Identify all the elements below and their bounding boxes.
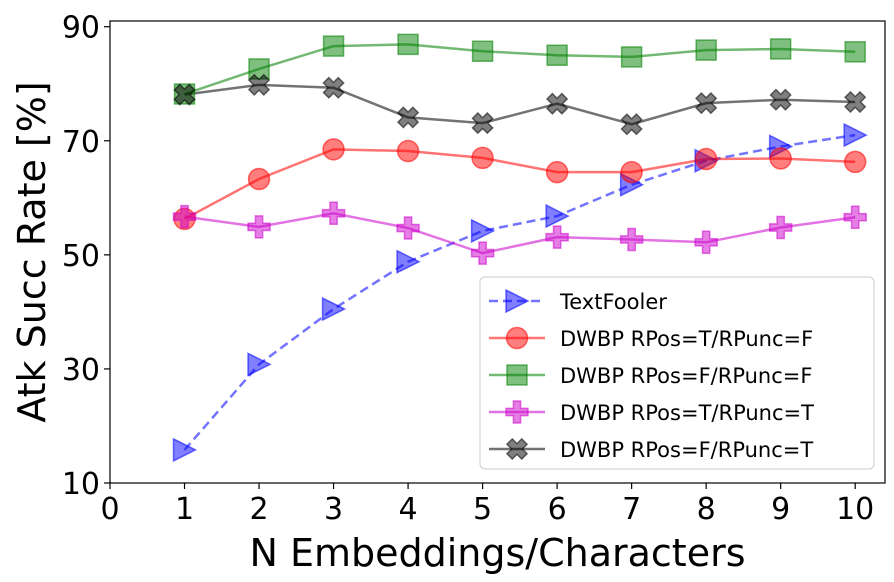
x-marker (247, 73, 271, 97)
legend-label: TextFooler (559, 290, 667, 314)
plus-marker (545, 225, 569, 249)
plus-marker (694, 230, 718, 255)
x-marker (396, 106, 420, 129)
series-line (184, 43, 856, 96)
y-tick-label: 90 (62, 11, 100, 46)
x-marker (471, 111, 494, 135)
series-markers (172, 33, 868, 463)
square-marker (844, 41, 866, 63)
plus-marker (470, 241, 495, 265)
series-line (184, 211, 856, 255)
circle-marker (505, 326, 529, 350)
plus-marker (843, 205, 867, 229)
legend-label: DWBP RPos=T/RPunc=T (560, 401, 814, 425)
triangle-marker (843, 122, 868, 148)
plus-marker (768, 215, 793, 240)
square-marker (506, 364, 528, 386)
series-line (184, 83, 856, 126)
plus-marker (247, 215, 271, 239)
circle-marker (322, 138, 345, 161)
plot-frame (109, 20, 886, 484)
x-axis-ticks: 0 1 2 3 4 5 6 7 8 9 10 (100, 483, 874, 527)
triangle-marker (172, 437, 198, 463)
legend-label: DWBP RPos=T/RPunc=F (560, 327, 813, 351)
y-tick-label: 10 (62, 467, 100, 502)
x-tick-label: 4 (399, 492, 418, 527)
x-marker (545, 92, 569, 115)
x-tick-label: 7 (622, 492, 641, 527)
circle-marker (620, 160, 643, 184)
plus-marker (321, 201, 346, 225)
legend: TextFooler DWBP RPos=T/RPunc=F DWBP RPos=F… (479, 276, 875, 470)
x-marker (505, 437, 529, 461)
legend-box (479, 276, 875, 470)
y-tick-label: 50 (62, 239, 100, 274)
y-axis-ticks: 10 30 50 70 90 (62, 11, 110, 502)
circle-marker (843, 150, 867, 174)
x-tick-label: 0 (100, 492, 119, 527)
series-line (183, 133, 856, 451)
circle-marker (396, 139, 420, 163)
x-tick-label: 2 (249, 492, 268, 527)
square-marker (769, 38, 792, 60)
y-tick-label: 70 (62, 125, 100, 160)
circle-marker (545, 160, 569, 184)
square-marker (695, 39, 717, 61)
square-marker (620, 46, 643, 68)
y-axis-label: Atk Succ Rate [%] (10, 81, 54, 422)
series-line (183, 148, 856, 221)
triangle-marker (545, 203, 570, 229)
square-marker (248, 58, 270, 80)
x-axis-label: N Embeddings/Characters (249, 531, 745, 575)
x-marker (322, 76, 345, 99)
triangle-marker (321, 296, 347, 322)
plus-marker (619, 227, 644, 252)
circle-marker (694, 147, 718, 171)
legend-label: DWBP RPos=F/RPunc=F (560, 364, 812, 388)
square-marker (322, 35, 345, 57)
x-marker (620, 113, 643, 136)
plus-marker (505, 400, 529, 424)
triangle-marker (470, 218, 496, 244)
plus-marker (396, 216, 420, 240)
x-marker (173, 83, 196, 106)
x-tick-label: 10 (836, 492, 874, 527)
y-tick-label: 30 (62, 353, 100, 388)
square-marker (397, 33, 419, 56)
triangle-marker (396, 249, 421, 274)
x-marker (769, 88, 792, 111)
x-marker (694, 91, 718, 115)
triangle-marker (247, 352, 272, 377)
x-tick-label: 6 (548, 492, 567, 527)
plus-marker (172, 204, 197, 229)
circle-marker (247, 167, 271, 191)
square-marker (546, 44, 568, 66)
circle-marker (471, 146, 494, 170)
series-lines (183, 43, 856, 451)
square-marker (471, 40, 494, 62)
circle-marker (769, 147, 792, 170)
x-tick-label: 1 (175, 492, 194, 527)
x-tick-label: 3 (324, 492, 343, 527)
x-tick-label: 8 (697, 492, 716, 527)
x-tick-label: 9 (771, 492, 790, 527)
x-tick-label: 5 (473, 492, 492, 527)
triangle-marker (505, 288, 530, 314)
legend-label: DWBP RPos=F/RPunc=T (560, 438, 813, 462)
x-marker (844, 90, 867, 114)
